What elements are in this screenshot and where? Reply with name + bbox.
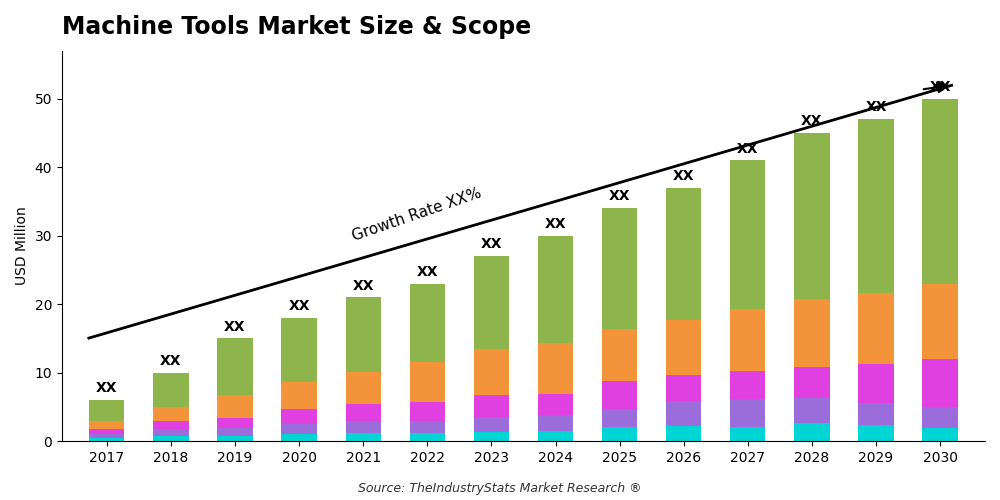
Bar — [538, 342, 573, 394]
Bar — [153, 372, 189, 407]
Y-axis label: USD Million: USD Million — [15, 206, 29, 286]
Bar — [474, 256, 509, 349]
Bar — [538, 414, 573, 431]
Bar — [281, 409, 317, 424]
Bar — [217, 436, 253, 442]
Bar — [858, 119, 894, 293]
Bar — [410, 402, 445, 421]
Bar — [730, 309, 765, 371]
Text: XX: XX — [865, 100, 887, 114]
Bar — [89, 420, 124, 429]
Bar — [922, 407, 958, 428]
Bar — [410, 362, 445, 402]
Text: Source: TheIndustryStats Market Research ®: Source: TheIndustryStats Market Research… — [358, 482, 642, 495]
Bar — [281, 424, 317, 434]
Bar — [474, 417, 509, 432]
Bar — [538, 431, 573, 442]
Bar — [922, 359, 958, 407]
Bar — [410, 421, 445, 434]
Bar — [410, 284, 445, 362]
Bar — [858, 293, 894, 364]
Bar — [474, 349, 509, 395]
Bar — [217, 338, 253, 395]
Text: XX: XX — [481, 238, 502, 252]
Bar — [346, 372, 381, 404]
Bar — [153, 436, 189, 442]
Bar — [538, 394, 573, 414]
Bar — [794, 300, 830, 368]
Bar — [730, 399, 765, 427]
Bar — [602, 380, 637, 408]
Bar — [346, 421, 381, 432]
Text: XX: XX — [801, 114, 823, 128]
Text: Growth Rate XX%: Growth Rate XX% — [350, 186, 483, 244]
Text: XX: XX — [160, 354, 182, 368]
Bar — [602, 330, 637, 380]
Text: XX: XX — [609, 190, 630, 203]
Bar — [89, 429, 124, 434]
Bar — [730, 371, 765, 399]
Bar — [89, 438, 124, 442]
Bar — [858, 364, 894, 403]
Bar — [602, 408, 637, 428]
Bar — [474, 432, 509, 442]
Text: XX: XX — [929, 80, 951, 94]
Text: XX: XX — [288, 299, 310, 313]
Bar — [602, 428, 637, 442]
Bar — [89, 434, 124, 438]
Bar — [730, 427, 765, 442]
Bar — [153, 429, 189, 436]
Bar — [346, 404, 381, 421]
Bar — [666, 426, 701, 442]
Bar — [217, 395, 253, 417]
Bar — [730, 160, 765, 309]
Bar — [89, 400, 124, 420]
Text: XX: XX — [737, 142, 759, 156]
Bar — [858, 402, 894, 425]
Text: XX: XX — [673, 169, 694, 183]
Bar — [858, 425, 894, 442]
Bar — [474, 395, 509, 417]
Bar — [794, 133, 830, 300]
Bar — [602, 208, 637, 330]
Bar — [922, 98, 958, 284]
Text: XX: XX — [417, 265, 438, 279]
Text: XX: XX — [96, 382, 118, 396]
Bar — [922, 428, 958, 442]
Bar — [281, 382, 317, 409]
Bar — [666, 188, 701, 320]
Bar — [666, 400, 701, 426]
Bar — [153, 420, 189, 429]
Bar — [281, 318, 317, 382]
Bar — [666, 320, 701, 376]
Text: XX: XX — [545, 217, 566, 231]
Bar — [346, 298, 381, 372]
Bar — [794, 423, 830, 442]
Bar — [794, 398, 830, 423]
Bar — [281, 434, 317, 442]
Bar — [410, 434, 445, 442]
Bar — [922, 284, 958, 359]
Bar — [666, 376, 701, 400]
Text: XX: XX — [224, 320, 246, 334]
Bar — [153, 407, 189, 420]
Text: Machine Tools Market Size & Scope: Machine Tools Market Size & Scope — [62, 15, 531, 39]
Text: XX: XX — [352, 278, 374, 292]
Bar — [794, 368, 830, 398]
Bar — [217, 418, 253, 428]
Bar — [217, 428, 253, 436]
Bar — [346, 432, 381, 442]
Bar — [538, 236, 573, 343]
